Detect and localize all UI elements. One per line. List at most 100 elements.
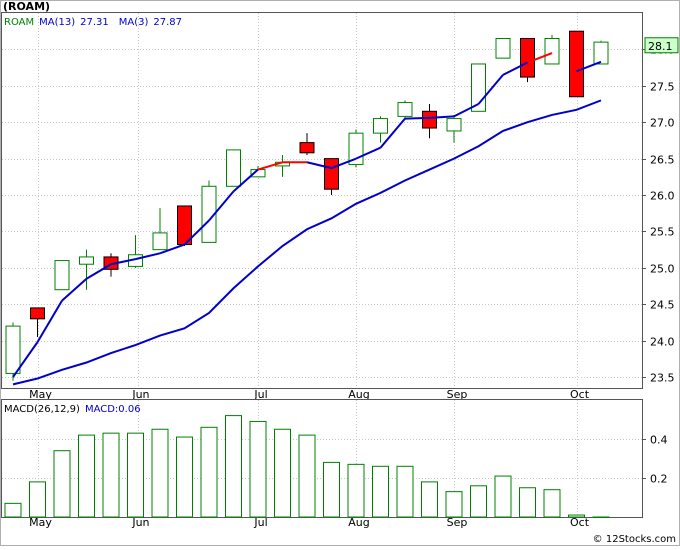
candle <box>544 34 560 65</box>
macd-month-label: Aug <box>348 516 369 529</box>
price-tick-label: 26.5 <box>650 154 675 167</box>
macd-bar <box>176 436 193 518</box>
price-tick-label: 25.0 <box>650 263 675 276</box>
price-tick-label: 25.5 <box>650 226 675 239</box>
ma3-segment <box>576 60 602 73</box>
macd-bar <box>470 485 487 518</box>
macd-month-label: May <box>29 516 52 529</box>
ma3-segment <box>12 341 39 378</box>
price-panel: 23.524.024.525.025.526.026.527.027.528.0… <box>1 12 679 401</box>
macd-panel: 0.2 0.4 MACD(26,12,9) MACD:0.06 May Jun Jul A… <box>1 399 668 529</box>
last-price-label: 28.1 <box>648 40 673 53</box>
macd-month-label: Jun <box>131 516 149 529</box>
macd-bar <box>543 489 561 518</box>
candle <box>299 133 315 155</box>
macd-month-label: Oct <box>570 516 590 529</box>
ma3-segment <box>110 258 136 266</box>
macd-bar <box>225 415 242 518</box>
ma3-segment <box>135 252 161 261</box>
price-month-label: Jul <box>253 388 267 401</box>
candle-body <box>152 232 168 251</box>
candle <box>422 104 437 139</box>
candle <box>593 40 609 65</box>
candle-body <box>54 260 70 291</box>
ma3-segment <box>159 243 185 255</box>
ma3-series <box>12 52 602 378</box>
price-legend-label: ROAM <box>4 17 34 28</box>
candle <box>324 158 339 196</box>
macd-bar <box>568 514 585 518</box>
ma3-segment <box>61 278 88 302</box>
price-legend: ROAM MA(13) 27.31 MA(3) 27.87 <box>4 17 182 28</box>
macd-y-axis: 0.2 0.4 <box>642 434 668 486</box>
candle-body <box>373 118 388 134</box>
macd-bar <box>396 465 414 518</box>
price-tick-label: 23.5 <box>650 372 675 385</box>
macd-bar <box>29 481 46 518</box>
price-x-axis: May Jun Jul Aug Sep Oct <box>29 388 590 401</box>
candle <box>54 260 70 291</box>
ma3-segment <box>257 161 283 171</box>
last-price-marker: 28.1 <box>644 37 679 54</box>
candle-body <box>593 41 609 65</box>
ma3-segment <box>36 300 63 343</box>
candle <box>569 30 584 98</box>
candle-body <box>397 102 413 117</box>
macd-bar <box>102 432 120 518</box>
candle <box>348 129 364 168</box>
price-tick-label: 26.0 <box>650 190 675 203</box>
ma3-segment <box>379 117 406 149</box>
price-month-label: Aug <box>348 388 369 401</box>
candle <box>397 100 413 119</box>
ma3-segment <box>404 116 430 120</box>
ma3-segment <box>306 161 332 170</box>
price-legend-label: MA(3) <box>119 17 149 28</box>
ma3-segment <box>453 103 479 118</box>
price-tick-label: 27.5 <box>650 81 675 94</box>
price-month-label: Sep <box>447 388 468 401</box>
ma13-series <box>12 99 602 386</box>
candle <box>226 149 241 187</box>
price-legend-value: 27.87 <box>153 17 182 28</box>
macd-bar <box>200 426 218 518</box>
macd-bar <box>151 428 169 518</box>
macd-bar <box>274 428 291 518</box>
candle <box>30 307 45 338</box>
candle <box>152 208 168 251</box>
candle-body <box>422 110 437 129</box>
macd-bar <box>53 450 71 518</box>
candle-body <box>520 37 535 78</box>
price-month-label: May <box>29 388 52 401</box>
macd-x-axis: May Jun Jul Aug Sep Oct <box>29 516 590 529</box>
ma3-segment <box>232 168 259 193</box>
candle <box>520 37 535 83</box>
macd-bar <box>323 461 340 518</box>
ticker-title: (ROAM) <box>3 0 50 13</box>
ma3-segment <box>502 61 528 76</box>
price-tick-label: 24.0 <box>650 336 675 349</box>
macd-tick-label: 0.4 <box>650 434 668 447</box>
candle <box>5 322 21 381</box>
price-legend-value: 27.31 <box>80 17 109 28</box>
candle-body <box>79 256 94 265</box>
macd-legend-label: MACD:0.06 <box>85 404 141 415</box>
candle-body <box>495 37 511 59</box>
candle <box>177 205 192 247</box>
ma3-segment <box>477 74 504 105</box>
ma3-segment <box>429 115 455 119</box>
ma3-segment <box>527 52 553 64</box>
ma3-segment <box>85 263 112 280</box>
price-tick-label: 24.5 <box>650 299 675 312</box>
candle-body <box>544 37 560 65</box>
candle-body <box>299 142 315 154</box>
macd-month-label: Sep <box>447 516 468 529</box>
macd-bar <box>592 516 610 518</box>
macd-tick-label: 0.2 <box>650 473 668 486</box>
candle <box>446 114 462 143</box>
macd-bar <box>421 481 438 518</box>
candle-body <box>201 185 217 243</box>
candle-body <box>226 149 241 187</box>
price-month-label: Jun <box>131 388 149 401</box>
macd-bar <box>127 432 144 518</box>
